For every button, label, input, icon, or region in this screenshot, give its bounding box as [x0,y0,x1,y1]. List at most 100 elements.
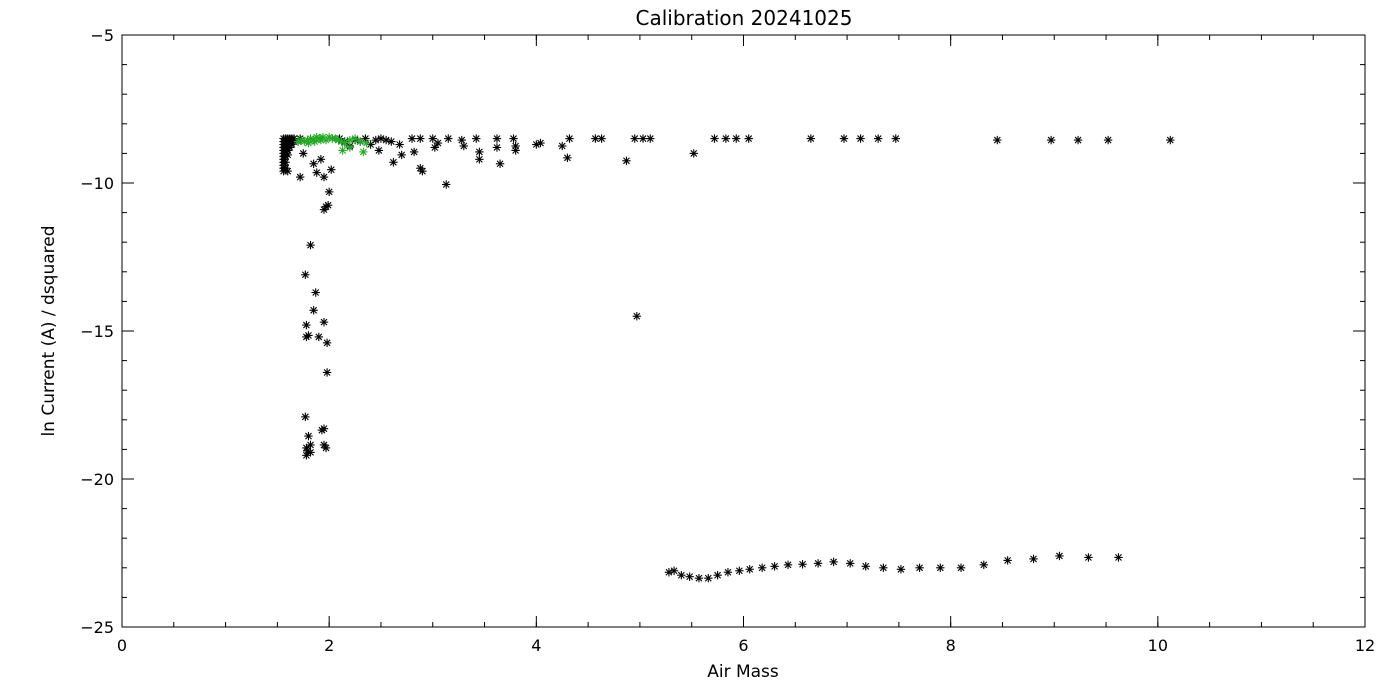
data-point [896,565,906,574]
data-point [979,560,989,570]
data-point [306,448,315,457]
data-point [304,431,313,441]
data-point [565,134,574,143]
data-point [993,135,1002,145]
y-tick-labels: −25 −20 −15 −10 −5 [80,26,114,637]
data-point [312,168,321,177]
data-point [492,143,502,152]
data-point [511,146,520,155]
data-point [314,332,324,342]
data-point [845,559,855,568]
data-point [536,138,545,148]
data-point [316,155,326,164]
data-point [1055,551,1064,561]
data-point [873,134,883,143]
data-point [472,134,481,143]
x-tick-labels: 0 2 4 6 8 10 12 [117,636,1375,655]
data-point [430,143,440,152]
data-point [558,141,567,151]
data-point [309,159,318,168]
data-point [685,572,694,581]
data-point [283,150,292,160]
data-point [362,138,371,148]
series-2 [293,132,371,157]
data-point [407,134,417,143]
x-tick-label: 6 [738,636,748,655]
data-point [418,166,427,176]
data-point [295,172,305,182]
y-tick-label: −25 [80,618,114,637]
data-point [319,172,329,182]
data-point [395,140,404,149]
data-point [304,138,313,148]
x-tick-label: 2 [324,636,334,655]
data-point [359,147,368,157]
x-axis-label: Air Mass [707,662,779,682]
data-point [646,134,655,143]
data-point [356,137,365,146]
data-point [319,317,329,327]
data-point [806,134,816,143]
data-point [416,134,425,143]
data-point [597,134,606,143]
data-point [721,134,731,143]
data-point [915,563,924,572]
y-tick-label: −5 [90,26,114,45]
data-point [622,156,631,165]
y-tick-label: −20 [80,470,114,489]
data-point [770,562,779,571]
data-points [279,132,1175,583]
series-1 [279,134,1175,583]
data-point [783,560,793,570]
data-point [632,312,642,321]
data-point [723,568,733,577]
data-point [694,573,704,583]
data-point [310,137,319,146]
data-point [1003,556,1012,565]
data-point [319,424,329,433]
data-point [299,149,308,158]
data-point [630,134,639,143]
data-point [322,368,332,377]
data-point [301,270,310,279]
data-point [321,443,331,453]
data-point [397,150,406,160]
data-point [732,134,741,143]
data-point [861,562,870,571]
data-point [433,138,443,148]
data-point [509,134,518,143]
x-tick-label: 4 [531,636,541,655]
data-point [1073,135,1083,145]
data-point [283,166,292,176]
data-point [475,155,484,164]
data-point [322,338,332,348]
data-point [324,187,334,197]
data-point [677,571,686,580]
y-tick-label: −15 [80,322,114,341]
data-point [1029,554,1038,564]
data-point [323,201,333,210]
data-point [704,573,713,583]
data-point [1046,135,1056,145]
data-point [492,134,502,143]
data-point [829,557,838,567]
data-point [713,571,722,580]
data-point [475,147,484,157]
data-point [956,563,966,572]
data-point [563,153,572,163]
data-point [638,134,648,143]
data-point [338,146,347,155]
data-point [664,568,674,577]
data-point [302,320,311,330]
data-point [710,134,719,143]
chart-title: Calibration 20241025 [636,6,853,30]
x-tick-label: 12 [1355,636,1375,655]
data-point [350,134,360,143]
data-point [306,440,315,450]
data-point [1103,135,1113,145]
data-point [316,135,326,145]
data-point [495,159,505,168]
data-point [345,143,355,152]
data-point [744,134,753,143]
data-point [374,146,384,155]
